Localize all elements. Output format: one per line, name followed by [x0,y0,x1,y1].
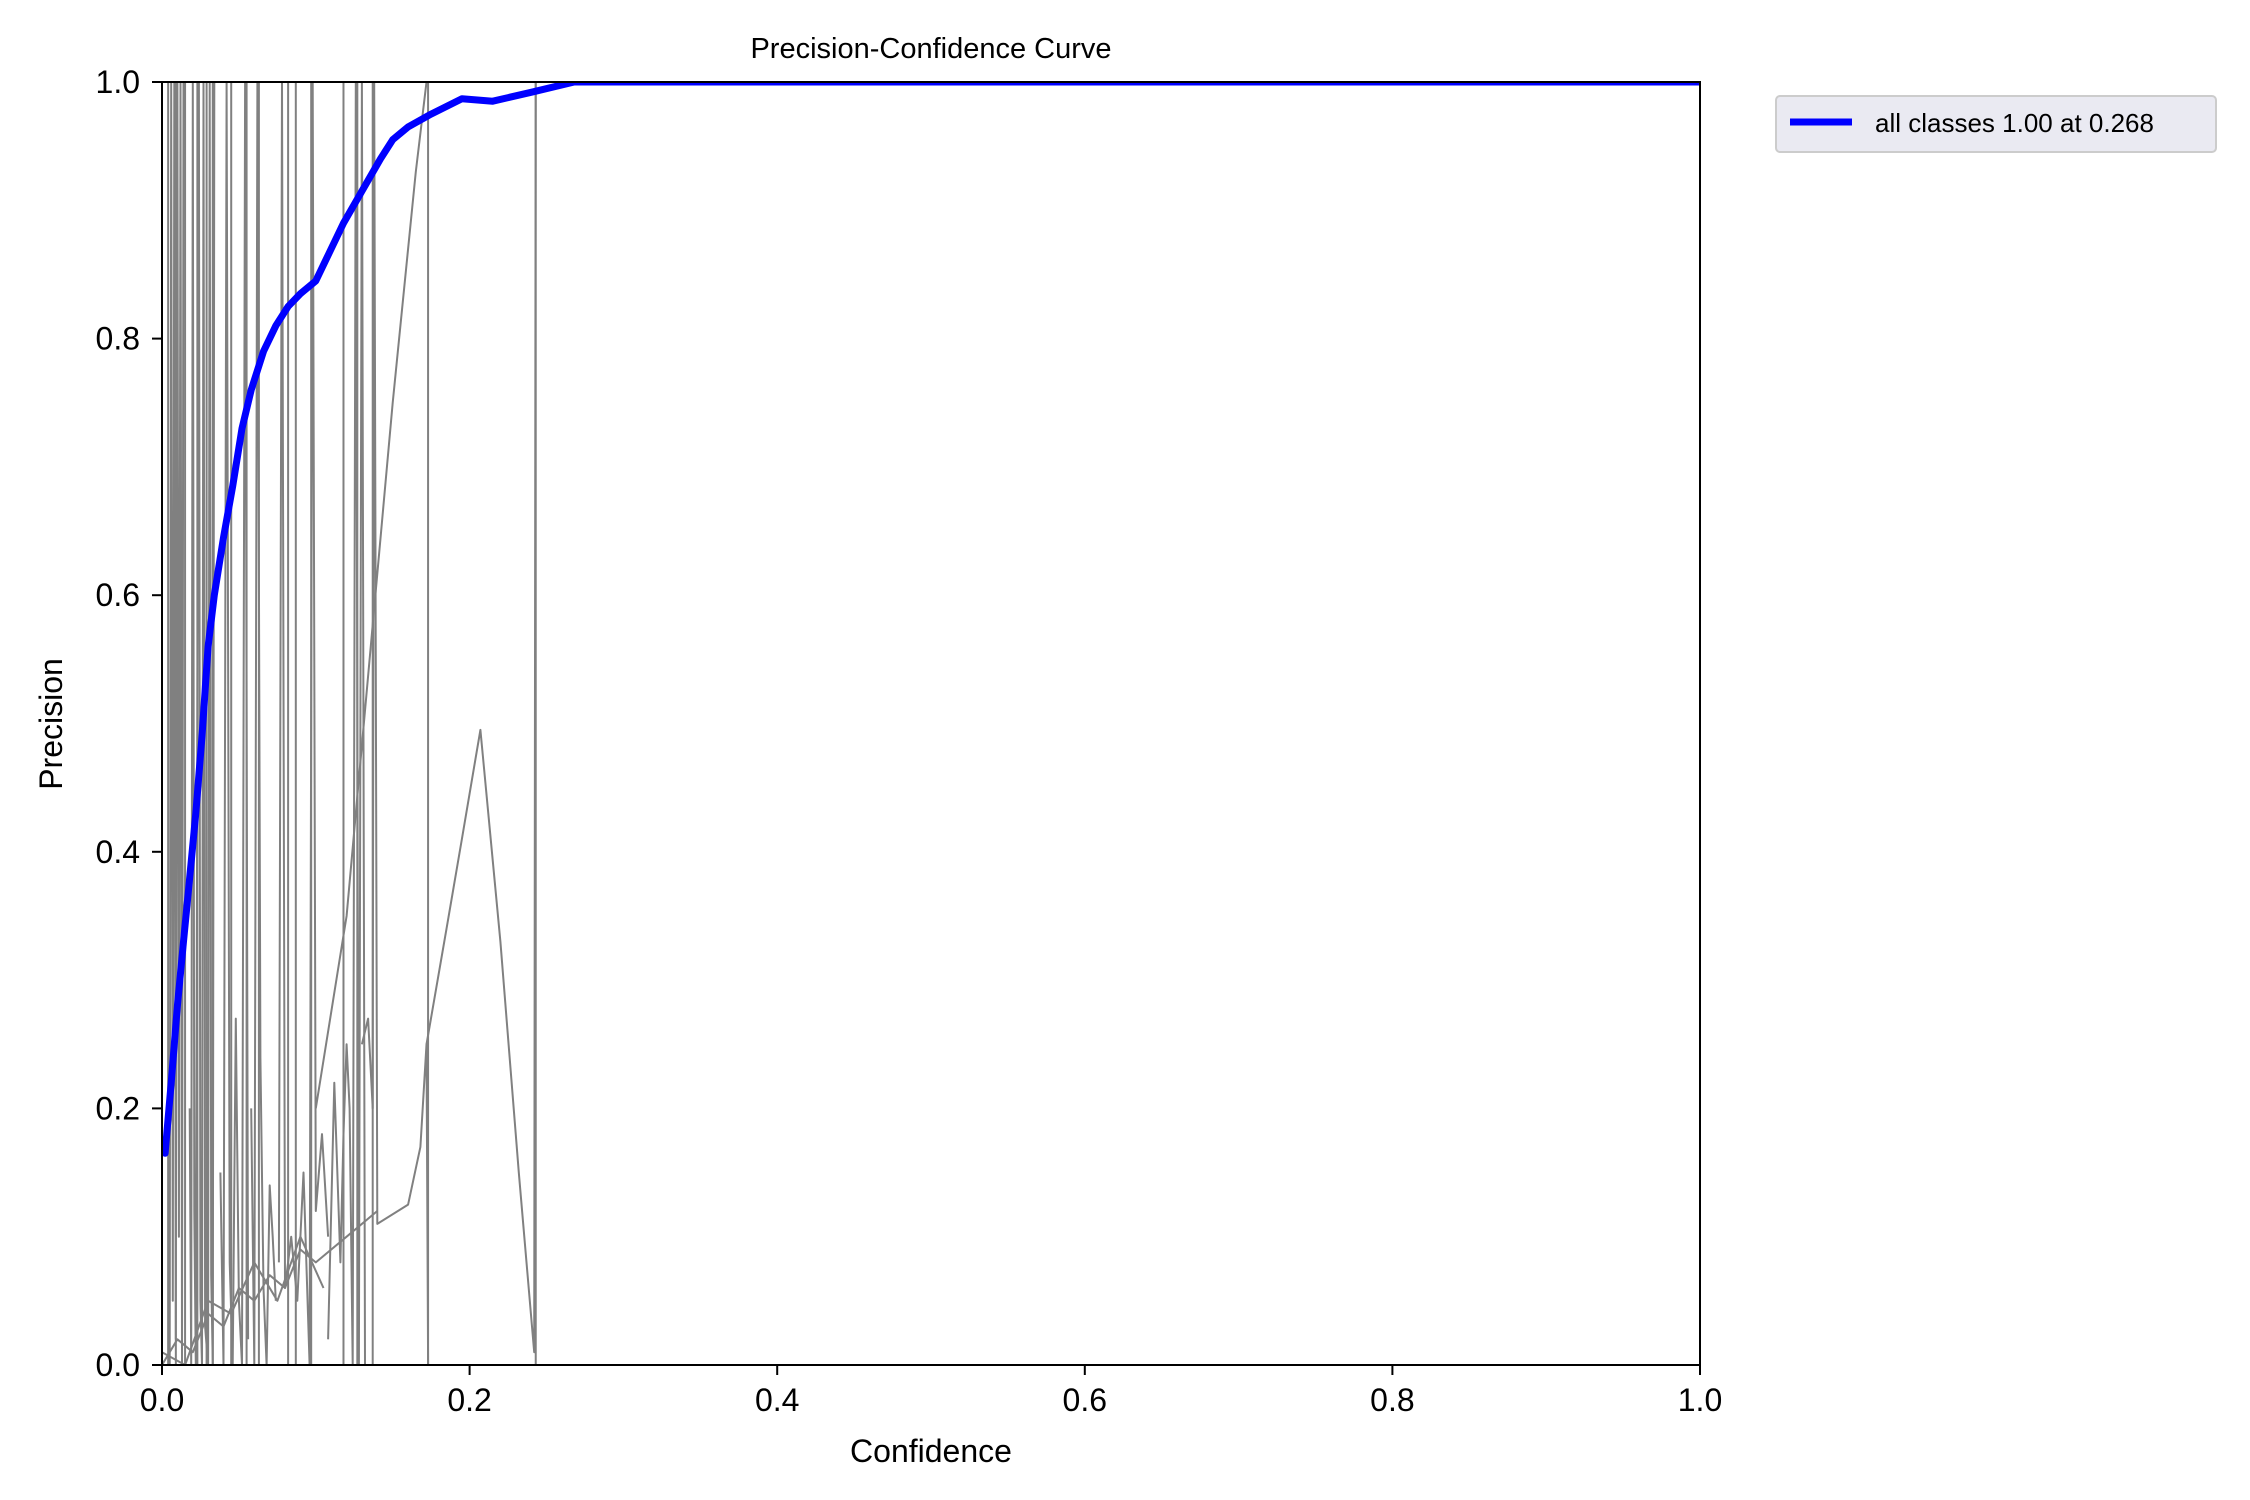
all-classes-line [162,82,1700,1157]
x-tick-label-2: 0.4 [755,1382,799,1418]
plot-frame [161,81,1701,1366]
x-tick-label-1: 0.2 [447,1382,491,1418]
per-class-line-1 [168,82,185,1365]
per-class-line-3 [219,82,250,1365]
per-class-lines [162,82,537,1365]
y-tick-label-1: 0.2 [96,1090,140,1126]
y-tick-label-2: 0.4 [96,834,140,870]
x-tick-label-4: 0.8 [1370,1382,1414,1418]
x-axis-ticks: 0.0 0.2 0.4 0.6 0.8 1.0 [140,1365,1722,1418]
y-tick-label-0: 0.0 [96,1347,140,1383]
y-axis-ticks: 0.0 0.2 0.4 0.6 0.8 1.0 [96,64,162,1383]
legend: all classes 1.00 at 0.268 [1775,95,2217,153]
per-class-line-7 [360,82,430,1365]
x-tick-label-3: 0.6 [1063,1382,1107,1418]
legend-box [1775,95,2217,153]
y-axis-label: Precision [33,658,69,790]
chart-title: Precision-Confidence Curve [750,33,1111,65]
per-class-line-6 [327,82,366,1365]
y-tick-label-5: 1.0 [96,64,140,100]
per-class-line-8 [314,82,428,1109]
per-class-line-10 [162,1210,378,1365]
x-tick-label-0: 0.0 [140,1382,184,1418]
per-class-line-11 [162,1235,325,1365]
y-tick-label-4: 0.8 [96,321,140,357]
per-class-line-5 [277,82,330,1365]
per-class-line-2 [188,82,216,1365]
x-axis-label: Confidence [850,1433,1012,1469]
all-classes-series [162,82,1700,1157]
per-class-line-4 [250,82,277,1365]
x-tick-label-5: 1.0 [1678,1382,1722,1418]
legend-label-all-classes: all classes 1.00 at 0.268 [1875,108,2154,138]
y-tick-label-3: 0.6 [96,577,140,613]
per-class-line-9 [425,82,537,1354]
